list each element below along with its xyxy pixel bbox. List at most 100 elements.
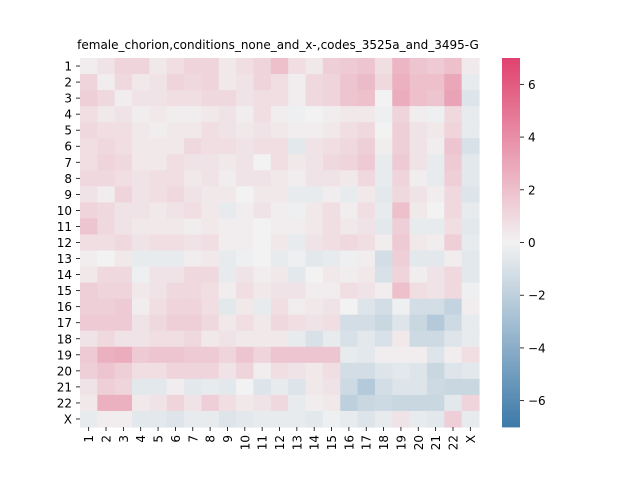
- heatmap-cell-3-21: [426, 90, 445, 107]
- colorbar-segment: [502, 179, 520, 183]
- heatmap-cell-7-10: [236, 154, 255, 171]
- heatmap-cell-22-21: [426, 394, 445, 412]
- y-tick-label: 5: [64, 124, 72, 138]
- heatmap-cell-12-19: [392, 234, 411, 252]
- heatmap-cell-X-6: [166, 410, 185, 428]
- heatmap-cell-10-12: [270, 202, 289, 220]
- heatmap-cell-11-12: [270, 218, 289, 236]
- heatmap-cell-18-2: [97, 330, 116, 348]
- heatmap-cell-1-16: [340, 58, 359, 75]
- heatmap-cell-1-6: [166, 58, 185, 75]
- colorbar-segment: [502, 216, 520, 220]
- heatmap-cell-9-X: [461, 186, 480, 203]
- heatmap-cell-6-22: [444, 138, 463, 155]
- heatmap-cell-7-19: [392, 154, 411, 171]
- colorbar-segment: [502, 392, 520, 396]
- colorbar-segment: [502, 347, 520, 351]
- heatmap-cell-5-2: [97, 122, 116, 139]
- colorbar-segment: [502, 303, 520, 307]
- x-tick-label: 12: [273, 435, 287, 450]
- heatmap-cell-13-14: [305, 250, 324, 268]
- heatmap-cell-9-12: [270, 186, 289, 203]
- heatmap-cell-14-21: [426, 266, 445, 284]
- colorbar-segment: [502, 387, 520, 391]
- heatmap-cell-1-X: [461, 58, 480, 75]
- heatmap-cell-9-3: [114, 186, 133, 203]
- heatmap-cell-18-18: [374, 330, 393, 348]
- colorbar-segment: [502, 202, 520, 206]
- heatmap-cell-9-5: [149, 186, 168, 203]
- heatmap-cell-7-X: [461, 154, 480, 171]
- heatmap-cell-15-14: [305, 282, 324, 300]
- heatmap-cell-11-13: [288, 218, 307, 236]
- heatmap-cell-13-13: [288, 250, 307, 268]
- heatmap-cell-22-3: [114, 394, 133, 412]
- heatmap-cell-13-12: [270, 250, 289, 268]
- heatmap-cell-12-3: [114, 234, 133, 252]
- x-tick-label: 4: [134, 435, 148, 443]
- heatmap-cell-5-X: [461, 122, 480, 139]
- heatmap-cell-15-15: [322, 282, 341, 300]
- heatmap-cell-1-17: [357, 58, 376, 75]
- heatmap-cell-7-13: [288, 154, 307, 171]
- heatmap-cell-19-X: [461, 346, 480, 364]
- heatmap-cell-12-4: [132, 234, 150, 252]
- heatmap-cell-18-15: [322, 330, 341, 348]
- heatmap-cell-10-10: [236, 202, 255, 220]
- heatmap-cell-16-12: [270, 298, 289, 316]
- y-tick-label: 6: [64, 140, 72, 154]
- colorbar-segment: [502, 187, 520, 191]
- heatmap-cell-7-8: [201, 154, 220, 171]
- heatmap-cell-X-20: [409, 410, 428, 428]
- colorbar-segment: [502, 263, 520, 267]
- heatmap-cell-19-1: [80, 346, 98, 364]
- heatmap-cell-7-15: [322, 154, 341, 171]
- heatmap-cell-7-9: [218, 154, 237, 171]
- heatmap-cell-X-X: [461, 410, 480, 428]
- heatmap-cell-11-18: [374, 218, 393, 236]
- colorbar-segment: [502, 287, 520, 291]
- heatmap-cell-3-11: [253, 90, 272, 107]
- colorbar-segment: [502, 250, 520, 254]
- heatmap-cell-7-5: [149, 154, 168, 171]
- colorbar-segment: [502, 115, 520, 120]
- heatmap-cell-1-2: [97, 58, 116, 75]
- x-tick-label: 3: [117, 435, 131, 443]
- heatmap-cell-13-X: [461, 250, 480, 268]
- colorbar-segment: [502, 129, 520, 133]
- colorbar-segment: [502, 139, 520, 143]
- colorbar-segment: [502, 408, 520, 412]
- y-tick-label: 13: [57, 252, 72, 266]
- heatmap-cell-4-22: [444, 106, 463, 123]
- heatmap-cell-19-9: [218, 346, 237, 364]
- heatmap-cell-14-7: [184, 266, 203, 284]
- heatmap-cell-10-22: [444, 202, 463, 220]
- heatmap-cell-11-6: [166, 218, 185, 236]
- heatmap-cell-22-22: [444, 394, 463, 412]
- heatmap-cell-5-19: [392, 122, 411, 139]
- heatmap-cell-4-17: [357, 106, 376, 123]
- y-tick-label: 7: [64, 156, 72, 170]
- heatmap-cell-12-9: [218, 234, 237, 252]
- heatmap-cell-7-2: [97, 154, 116, 171]
- heatmap-cell-6-11: [253, 138, 272, 155]
- heatmap-cell-7-22: [444, 154, 463, 171]
- heatmap-cell-6-7: [184, 138, 203, 155]
- heatmap-cell-4-8: [201, 106, 220, 123]
- heatmap-cell-19-8: [201, 346, 220, 364]
- heatmap-cell-17-10: [236, 314, 255, 332]
- heatmap-cell-19-19: [392, 346, 411, 364]
- heatmap-cell-5-22: [444, 122, 463, 139]
- heatmap-cell-21-22: [444, 378, 463, 396]
- heatmap-cell-20-7: [184, 362, 203, 380]
- heatmap-cell-21-11: [253, 378, 272, 396]
- heatmap-cell-21-16: [340, 378, 359, 396]
- heatmap-cell-16-18: [374, 298, 393, 316]
- colorbar-segment: [502, 297, 520, 301]
- heatmap-cell-16-10: [236, 298, 255, 316]
- heatmap-cell-14-9: [218, 266, 237, 284]
- colorbar-segment: [502, 163, 520, 167]
- heatmap-cell-22-10: [236, 394, 255, 412]
- colorbar-segment: [502, 274, 520, 278]
- heatmap-cell-8-13: [288, 170, 307, 187]
